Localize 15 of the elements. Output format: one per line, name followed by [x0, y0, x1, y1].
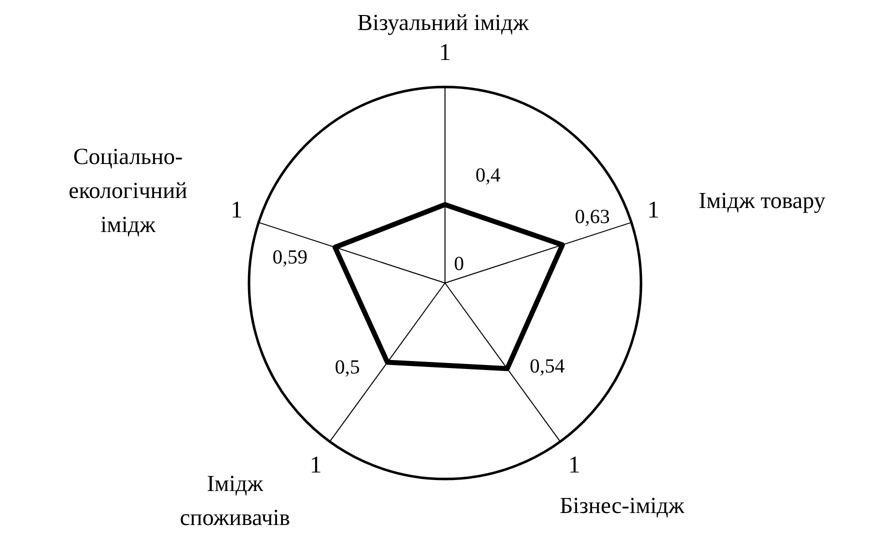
text: 1	[568, 452, 580, 479]
text: 1	[230, 197, 243, 224]
data-label: 0,5	[334, 356, 360, 378]
spoke-label: Візуальний імідж	[357, 10, 529, 34]
spoke-label: Імідж товару	[698, 188, 826, 212]
data-label: 0,4	[476, 164, 500, 187]
text: 1	[310, 452, 322, 479]
spoke-label: Бізнес-імідж	[560, 492, 684, 518]
data-label: 0,54	[530, 356, 565, 378]
spoke-label: Соціально-екологічний імідж	[68, 144, 188, 236]
spoke-label: Імідж споживачів	[180, 470, 290, 530]
data-label: 0,63	[574, 206, 610, 228]
text: 1	[439, 40, 451, 66]
y-tick-label: 0	[454, 253, 464, 275]
data-label: 0,59	[272, 246, 308, 268]
